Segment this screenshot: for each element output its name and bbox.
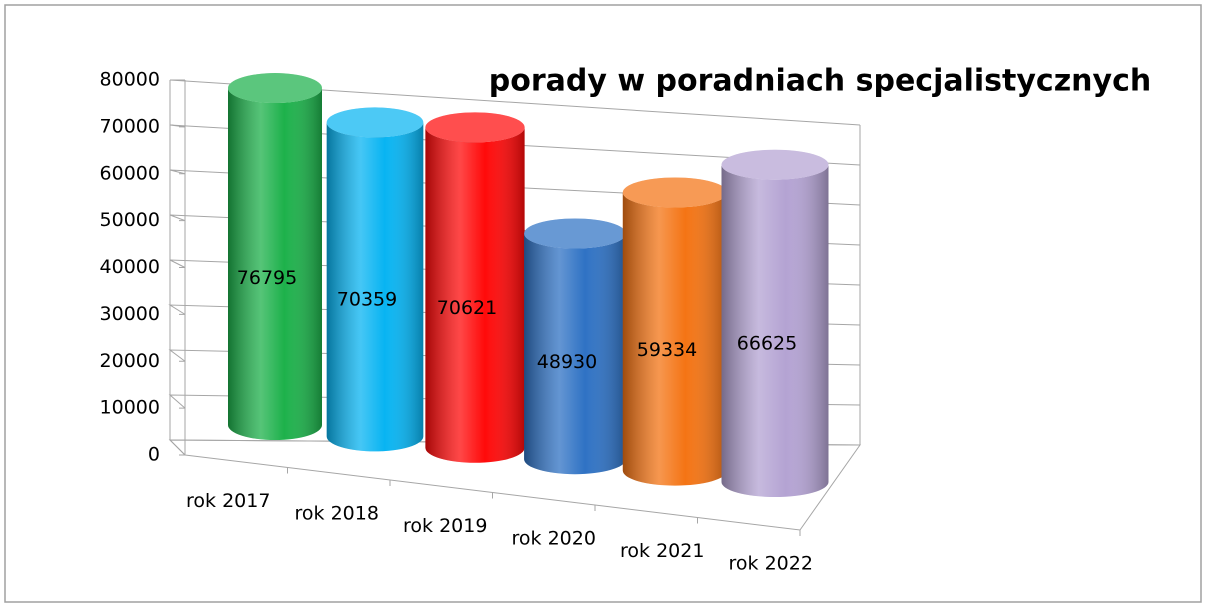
x-tick-label: rok 2017 <box>186 490 270 512</box>
x-tick-label: rok 2020 <box>512 527 596 549</box>
y-tick-label: 60000 <box>100 162 160 184</box>
y-tick-label: 70000 <box>100 115 160 137</box>
value-label: 70359 <box>337 289 397 311</box>
bar-shade <box>228 88 322 440</box>
bar-shade <box>622 192 728 486</box>
bar-shade <box>425 127 525 463</box>
bar-top <box>524 218 626 249</box>
y-tick-label: 80000 <box>100 69 160 91</box>
x-tick-label: rok 2019 <box>403 515 487 537</box>
x-tick-label: rok 2021 <box>620 540 704 562</box>
bar-top-shade <box>228 73 322 104</box>
x-tick-label: rok 2022 <box>729 552 813 574</box>
bar-top <box>228 73 322 104</box>
chart-title: porady w poradniach specjalistycznych <box>489 64 1151 99</box>
bar-top-shade <box>622 177 728 208</box>
bar-top-shade <box>425 112 525 143</box>
bar-top <box>326 107 424 138</box>
value-label: 48930 <box>537 351 597 373</box>
x-tick-label: rok 2018 <box>295 502 379 524</box>
bar-top-shade <box>326 107 424 138</box>
y-tick-label: 0 <box>148 444 160 466</box>
y-tick-label: 50000 <box>100 209 160 231</box>
y-tick-label: 10000 <box>100 397 160 419</box>
y-tick-label: 30000 <box>100 303 160 325</box>
value-label: 59334 <box>637 339 697 361</box>
value-label: 76795 <box>237 267 297 289</box>
bar-shade <box>524 233 626 475</box>
bar-top-shade <box>721 149 829 180</box>
bar-top <box>425 112 525 143</box>
y-tick-label: 40000 <box>100 256 160 278</box>
bar-top-shade <box>524 218 626 249</box>
bar-shade <box>721 164 829 498</box>
bar-shade <box>326 122 424 452</box>
grid-line <box>169 124 861 166</box>
bar-top <box>622 177 728 208</box>
y-tick-label: 20000 <box>100 350 160 372</box>
value-label: 70621 <box>437 297 497 319</box>
value-label: 66625 <box>737 333 797 355</box>
bar-top <box>721 149 829 180</box>
